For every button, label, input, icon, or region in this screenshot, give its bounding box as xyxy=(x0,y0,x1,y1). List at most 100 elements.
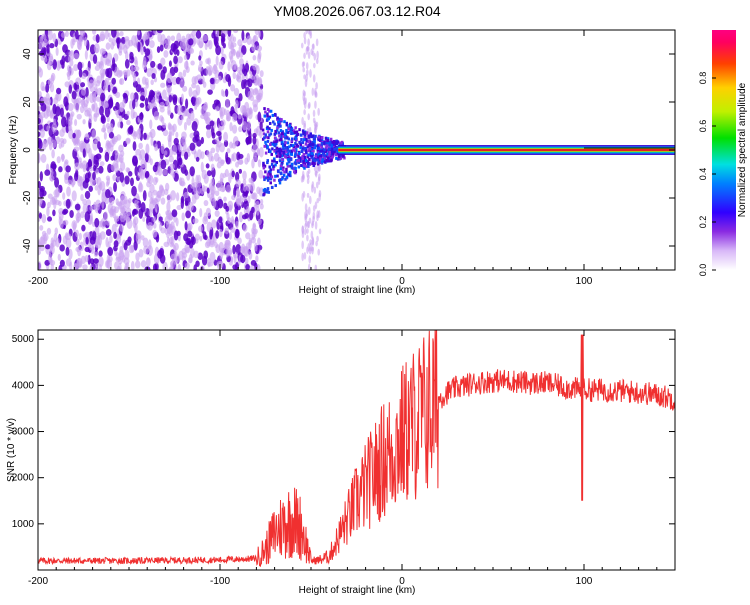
signal-cell xyxy=(326,156,330,160)
signal-cell xyxy=(291,137,294,141)
noise-blob xyxy=(303,252,307,260)
noise-blob xyxy=(104,197,110,205)
signal-cell xyxy=(270,185,274,189)
noise-blob xyxy=(82,264,88,270)
noise-blob xyxy=(252,228,258,235)
noise-blob xyxy=(228,204,232,211)
signal-cell xyxy=(267,170,271,174)
noise-blob xyxy=(109,235,113,244)
noise-blob xyxy=(206,129,212,139)
noise-blob xyxy=(205,66,209,76)
signal-cell xyxy=(310,154,313,158)
noise-blob xyxy=(59,59,64,65)
noise-blob xyxy=(136,30,141,36)
noise-blob xyxy=(315,91,318,98)
noise-blob xyxy=(65,30,69,38)
noise-blob xyxy=(125,138,131,145)
noise-blob xyxy=(199,208,203,218)
signal-cell xyxy=(320,160,324,164)
noise-blob xyxy=(56,156,61,164)
noise-blob xyxy=(257,218,262,226)
noise-blob xyxy=(303,37,307,45)
noise-blob xyxy=(257,237,261,246)
snr-marks xyxy=(38,330,675,567)
signal-cell xyxy=(272,164,276,168)
signal-cell xyxy=(315,144,318,148)
noise-blob xyxy=(113,181,117,193)
noise-blob xyxy=(237,39,243,47)
signal-cell xyxy=(289,164,292,168)
signal-cell xyxy=(280,138,283,142)
signal-cell xyxy=(277,170,280,174)
signal-cell xyxy=(337,155,341,159)
signal-cell xyxy=(336,157,340,161)
noise-blob xyxy=(248,177,254,184)
noise-blob xyxy=(48,53,54,61)
signal-cell xyxy=(280,172,283,176)
noise-blob xyxy=(119,224,124,232)
signal-cell xyxy=(288,149,291,153)
noise-blob xyxy=(144,34,149,40)
signal-cell xyxy=(313,146,317,150)
noise-blob xyxy=(318,228,322,235)
noise-blob xyxy=(191,236,196,245)
noise-blob xyxy=(41,85,46,92)
noise-blob xyxy=(142,60,147,71)
noise-blob xyxy=(72,221,76,233)
noise-blob xyxy=(190,96,196,105)
noise-blob xyxy=(305,30,308,35)
colorbar-tick-label: 0.6 xyxy=(698,120,708,133)
snr-x-label: Height of straight line (km) xyxy=(299,585,416,596)
signal-cell xyxy=(317,149,320,153)
noise-blob xyxy=(219,250,224,260)
x-tick-label: 100 xyxy=(576,576,593,587)
noise-blob xyxy=(75,77,82,85)
noise-blob xyxy=(67,55,72,63)
noise-blob xyxy=(306,178,310,185)
noise-blob xyxy=(196,139,202,147)
signal-cell xyxy=(294,162,298,166)
noise-blob xyxy=(46,206,50,217)
noise-blob xyxy=(99,31,106,42)
noise-blob xyxy=(65,246,70,257)
signal-cell xyxy=(303,155,306,159)
noise-blob xyxy=(164,215,171,225)
noise-blob xyxy=(51,149,55,159)
noise-blob xyxy=(229,122,233,132)
noise-blob xyxy=(227,217,232,224)
noise-blob xyxy=(170,253,176,260)
signal-cell xyxy=(329,154,332,158)
snr-panel: -200 -100 0 100 1000 2000 3000 4000 5000 Height… xyxy=(6,329,676,596)
signal-cell xyxy=(288,155,291,159)
signal-cell xyxy=(280,151,283,155)
signal-cell xyxy=(313,139,316,143)
noise-blob xyxy=(201,169,207,180)
noise-blob xyxy=(224,88,229,98)
noise-blob xyxy=(308,255,312,264)
signal-cell xyxy=(320,138,324,142)
noise-blob xyxy=(38,261,42,270)
signal-cell xyxy=(274,163,277,167)
noise-blob xyxy=(259,146,264,158)
noise-blob xyxy=(257,78,263,87)
noise-blob xyxy=(38,66,42,73)
signal-cell xyxy=(268,176,272,180)
noise-blob xyxy=(75,212,82,222)
noise-blob xyxy=(316,235,319,242)
signal-cell xyxy=(277,123,280,127)
noise-blob xyxy=(67,102,74,112)
signal-cell xyxy=(269,181,272,185)
noise-blob xyxy=(98,250,103,258)
noise-blob xyxy=(236,187,240,198)
noise-blob xyxy=(124,175,130,185)
noise-blob xyxy=(246,120,251,131)
signal-cell xyxy=(279,178,282,182)
noise-blob xyxy=(81,224,86,232)
signal-cell xyxy=(312,164,315,168)
noise-blob xyxy=(180,115,185,121)
colorbar-label: Normalized spectral amplitude xyxy=(737,82,748,217)
signal-cell xyxy=(281,177,284,181)
noise-blob xyxy=(232,135,239,147)
noise-blob xyxy=(237,153,244,160)
x-tick-label: -200 xyxy=(28,576,48,587)
